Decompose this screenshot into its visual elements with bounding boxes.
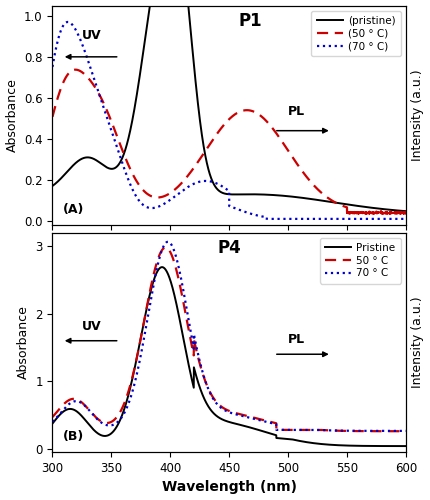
(pristine)	[359, 204, 364, 210]
(50 ° C)	[359, 210, 364, 216]
70 ° C	[185, 314, 190, 320]
Pristine	[201, 394, 206, 400]
(50 ° C)	[50, 114, 55, 120]
Y-axis label: Intensity (a.u.): Intensity (a.u.)	[412, 70, 424, 161]
Y-axis label: Intensity (a.u.): Intensity (a.u.)	[412, 296, 424, 388]
(70 ° C)	[359, 216, 364, 222]
(pristine)	[90, 156, 95, 162]
70 ° C	[403, 428, 408, 434]
Text: UV: UV	[82, 320, 101, 332]
50 ° C	[163, 244, 168, 250]
Line: 50 ° C: 50 ° C	[52, 248, 406, 431]
Line: (pristine): (pristine)	[52, 0, 406, 211]
Line: (50 ° C): (50 ° C)	[52, 70, 406, 214]
50 ° C	[185, 324, 190, 330]
Text: (A): (A)	[63, 204, 84, 216]
Line: Pristine: Pristine	[52, 267, 406, 446]
(50 ° C)	[201, 151, 206, 157]
(50 ° C)	[111, 125, 117, 131]
Text: UV: UV	[82, 30, 101, 43]
Text: PL: PL	[288, 106, 305, 118]
50 ° C	[111, 418, 117, 424]
50 ° C	[50, 414, 55, 420]
(pristine)	[403, 208, 408, 214]
(50 ° C)	[403, 210, 408, 216]
Pristine	[160, 264, 165, 270]
(pristine)	[185, 0, 190, 6]
70 ° C	[359, 428, 364, 434]
Pristine	[403, 443, 408, 449]
(50 ° C)	[185, 172, 190, 178]
(50 ° C)	[396, 209, 402, 215]
X-axis label: Wavelength (nm): Wavelength (nm)	[162, 480, 297, 494]
Legend: Pristine, 50 ° C, 70 ° C: Pristine, 50 ° C, 70 ° C	[320, 238, 401, 284]
(70 ° C)	[403, 216, 408, 222]
Y-axis label: Absorbance: Absorbance	[17, 306, 30, 380]
Text: (B): (B)	[63, 430, 84, 444]
50 ° C	[201, 373, 206, 379]
70 ° C	[201, 372, 206, 378]
Pristine	[359, 443, 364, 449]
70 ° C	[50, 419, 55, 425]
(70 ° C)	[65, 19, 71, 25]
(70 ° C)	[50, 64, 55, 70]
70 ° C	[111, 422, 117, 428]
Pristine	[111, 428, 117, 434]
50 ° C	[403, 428, 408, 434]
70 ° C	[396, 428, 402, 434]
(70 ° C)	[201, 178, 206, 184]
(pristine)	[201, 142, 206, 148]
Text: P4: P4	[217, 240, 241, 258]
(50 ° C)	[90, 81, 95, 87]
(50 ° C)	[348, 211, 353, 217]
(70 ° C)	[185, 184, 190, 190]
Pristine	[396, 443, 402, 449]
(pristine)	[50, 183, 55, 189]
(70 ° C)	[90, 72, 95, 78]
50 ° C	[396, 428, 402, 434]
Pristine	[185, 359, 190, 365]
(70 ° C)	[111, 134, 117, 140]
Line: 70 ° C: 70 ° C	[52, 242, 406, 431]
Legend: (pristine), (50 ° C), (70 ° C): (pristine), (50 ° C), (70 ° C)	[311, 11, 401, 56]
70 ° C	[166, 239, 171, 245]
Line: (70 ° C): (70 ° C)	[52, 22, 406, 219]
(pristine)	[396, 208, 402, 214]
50 ° C	[359, 428, 364, 434]
50 ° C	[90, 411, 95, 417]
(50 ° C)	[73, 66, 78, 72]
(70 ° C)	[266, 216, 271, 222]
(70 ° C)	[396, 216, 402, 222]
Text: P1: P1	[239, 12, 262, 30]
Y-axis label: Absorbance: Absorbance	[6, 78, 18, 152]
(pristine)	[111, 166, 117, 172]
Pristine	[50, 420, 55, 426]
Pristine	[90, 426, 95, 432]
Text: PL: PL	[288, 333, 305, 346]
70 ° C	[90, 412, 95, 418]
